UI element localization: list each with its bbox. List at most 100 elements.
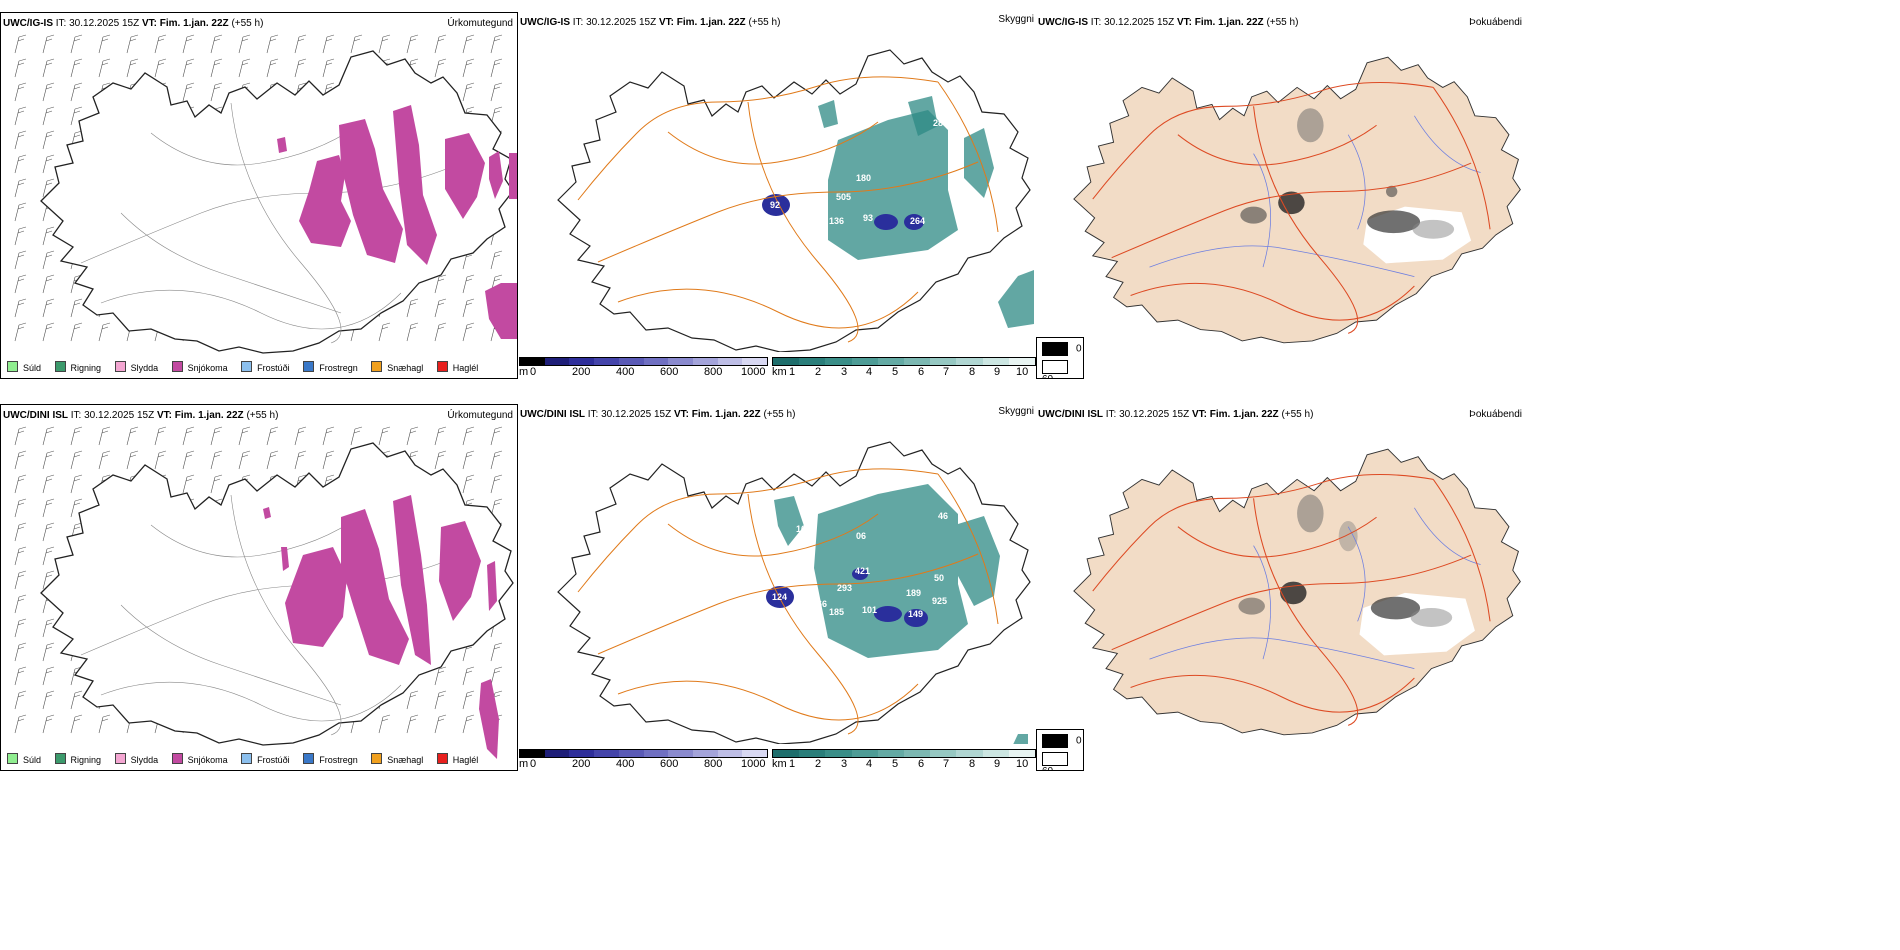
cbar-swatch — [569, 358, 594, 365]
cbar-tick: 8 — [969, 758, 975, 770]
fog-panel-top: UWC/IG-IS IT: 30.12.2025 15Z VT: Fim. 1.… — [1036, 12, 1526, 379]
fog-high-label: 0 — [1076, 736, 1082, 747]
legend-item: Frostúði — [241, 361, 290, 373]
fog-swatch-low — [1042, 752, 1068, 766]
cbar-tick: 4 — [866, 366, 872, 378]
cbar-tick: 2 — [815, 758, 821, 770]
cbar-swatch — [545, 750, 570, 757]
visibility-map — [518, 12, 1036, 352]
cbar-unit: m — [519, 758, 528, 770]
legend-label: Frostregn — [319, 363, 358, 373]
cbar-swatch — [904, 358, 930, 365]
cbar-swatch — [520, 358, 545, 365]
legend-item: Snjókoma — [172, 753, 228, 765]
cbar-swatch — [852, 750, 878, 757]
precip-type-panel-bottom: UWC/DINI ISL IT: 30.12.2025 15Z VT: Fim.… — [0, 404, 518, 771]
cbar-unit: km — [772, 758, 787, 770]
cbar-swatch — [799, 750, 825, 757]
legend-label: Slydda — [131, 755, 159, 765]
precip-type-panel-top: UWC/IG-IS IT: 30.12.2025 15Z VT: Fim. 1.… — [0, 12, 518, 379]
legend-item: Snjókoma — [172, 361, 228, 373]
cbar-tick: 5 — [892, 366, 898, 378]
cbar-tick: 200 — [572, 758, 590, 770]
fog-swatch-low — [1042, 360, 1068, 374]
legend-item: Slydda — [115, 753, 159, 765]
cbar-tick: 2 — [815, 366, 821, 378]
cbar-swatch — [742, 358, 767, 365]
cbar-tick: 7 — [943, 758, 949, 770]
cbar-tick: 3 — [841, 366, 847, 378]
cbar-swatch — [956, 750, 982, 757]
legend-swatch — [241, 361, 252, 372]
cbar-tick: 10 — [1016, 366, 1028, 378]
fog-map — [1036, 12, 1526, 352]
cbar-unit: m — [519, 366, 528, 378]
legend-label: Snæhagl — [387, 755, 423, 765]
legend-label: Snæhagl — [387, 363, 423, 373]
legend-swatch — [55, 753, 66, 764]
cbar-tick: 6 — [918, 758, 924, 770]
cloud-label: 46 — [938, 511, 948, 521]
fog-map — [1036, 404, 1526, 744]
cloud-label: 93 — [863, 213, 873, 223]
cloud-label: 185 — [829, 607, 844, 617]
legend-item: Súld — [7, 361, 41, 373]
cbar-tick: 1000 — [741, 366, 765, 378]
cbar-swatch — [545, 358, 570, 365]
legend-item: Frostregn — [303, 361, 358, 373]
cloud-label: 124 — [772, 592, 787, 602]
legend-item: Snæhagl — [371, 361, 423, 373]
fog-swatch-high — [1042, 342, 1068, 356]
legend-item: Slydda — [115, 361, 159, 373]
cbar-swatch — [520, 750, 545, 757]
legend-label: Frostúði — [257, 363, 290, 373]
cloud-label: 264 — [910, 216, 925, 226]
cbar-tick: 0 — [530, 366, 536, 378]
cbar-swatch — [852, 358, 878, 365]
visibility-panel-bottom: UWC/DINI ISL IT: 30.12.2025 15Z VT: Fim.… — [518, 404, 1036, 771]
fog-low-label: 60 — [1042, 374, 1053, 379]
cbar-tick: 600 — [660, 758, 678, 770]
precip-map — [1, 405, 518, 771]
cbar-tick: 800 — [704, 366, 722, 378]
cloud-label: 101 — [862, 605, 877, 615]
cbar-tick: 7 — [943, 366, 949, 378]
visibility-map — [518, 404, 1036, 744]
cbar-tick: 8 — [969, 366, 975, 378]
cbar-tick: 800 — [704, 758, 722, 770]
cbar-tick: 600 — [660, 366, 678, 378]
legend-swatch — [437, 753, 448, 764]
cbar-swatch — [878, 750, 904, 757]
cbar-swatch — [825, 358, 851, 365]
cloud-label: 16 — [796, 524, 806, 534]
precip-map — [1, 13, 518, 379]
legend-swatch — [115, 361, 126, 372]
cloud-label: 925 — [932, 596, 947, 606]
cloud-label: 421 — [855, 566, 870, 576]
cloud-label: 180 — [856, 173, 871, 183]
cloud-label: 505 — [836, 192, 851, 202]
cbar-swatch — [668, 358, 693, 365]
legend-item: Frostúði — [241, 753, 290, 765]
legend-label: Súld — [23, 363, 41, 373]
legend-swatch — [7, 361, 18, 372]
cbar-tick: 10 — [1016, 758, 1028, 770]
cbar-swatch — [930, 358, 956, 365]
cbar-swatch — [983, 750, 1009, 757]
cbar-swatch — [718, 358, 743, 365]
legend-swatch — [7, 753, 18, 764]
cbar-swatch — [1009, 358, 1035, 365]
fog-colorbox: 0 60 — [1036, 337, 1084, 379]
cloud-label: 50 — [934, 573, 944, 583]
fog-high-label: 0 — [1076, 344, 1082, 355]
legend-swatch — [172, 753, 183, 764]
legend-item: Súld — [7, 753, 41, 765]
legend-item: Frostregn — [303, 753, 358, 765]
cbar-tick: 400 — [616, 758, 634, 770]
cloud-label: 63 — [714, 213, 724, 223]
fog-low-label: 60 — [1042, 766, 1053, 771]
cbar-tick: 9 — [994, 366, 1000, 378]
precip-legend: Súld Rigning Slydda Snjókoma Frostúði Fr… — [7, 361, 489, 373]
cbar-tick: 1000 — [741, 758, 765, 770]
legend-label: Haglél — [453, 363, 479, 373]
